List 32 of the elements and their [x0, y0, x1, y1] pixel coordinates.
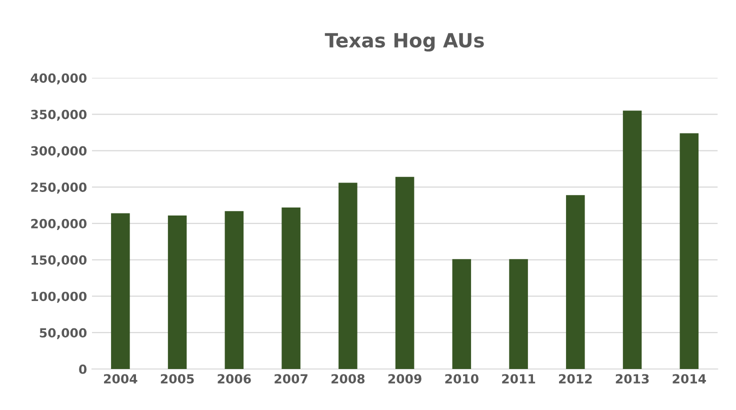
bar	[224, 211, 244, 369]
x-tick-label: 2005	[160, 374, 194, 384]
y-tick-label: 200,000	[31, 218, 87, 230]
x-tick-label: 2004	[104, 374, 138, 384]
x-tick-label: 2014	[672, 374, 706, 384]
x-tick-label: 2007	[274, 374, 308, 384]
y-tick-label: 350,000	[31, 110, 87, 121]
bar	[282, 207, 300, 369]
bar	[452, 259, 472, 369]
bar	[111, 213, 130, 369]
y-tick-label: 50,000	[40, 328, 87, 340]
y-tick-label: 0	[79, 364, 87, 374]
bar	[566, 195, 585, 369]
bar	[509, 259, 528, 369]
x-tick-label: 2006	[218, 374, 251, 384]
bar	[622, 110, 642, 369]
bar	[680, 133, 699, 369]
bar	[338, 182, 358, 369]
x-tick-label: 2011	[502, 374, 536, 384]
y-tick-label: 300,000	[31, 146, 87, 158]
y-tick-label: 100,000	[32, 292, 87, 303]
x-tick-label: 2009	[388, 374, 422, 384]
chart-title: Texas Hog AUs	[324, 33, 484, 52]
y-tick-label: 150,000	[32, 255, 87, 266]
y-tick-label: 250,000	[31, 182, 87, 194]
x-tick-label: 2012	[559, 374, 592, 384]
x-tick-label: 2013	[616, 374, 649, 384]
x-tick-label: 2010	[445, 374, 478, 384]
y-tick-label: 400,000	[30, 73, 87, 84]
bar	[395, 176, 414, 369]
bar	[168, 215, 187, 369]
x-tick-label: 2008	[332, 374, 365, 384]
